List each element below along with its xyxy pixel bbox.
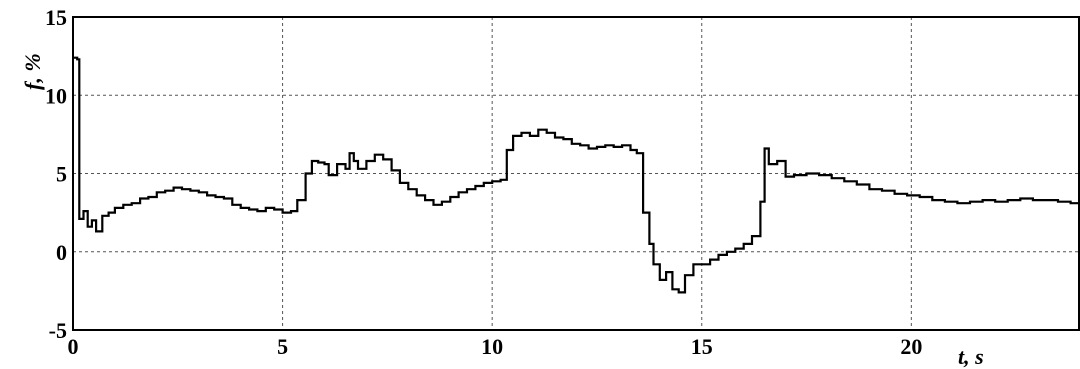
x-tick-label: 0: [68, 334, 79, 359]
plot-frame: [72, 16, 1080, 331]
y-tick-label: 10: [45, 83, 67, 108]
y-tick-label: -5: [49, 318, 67, 343]
x-tick-label: 15: [691, 334, 713, 359]
x-tick-label: 10: [481, 334, 503, 359]
x-tick-label: 20: [900, 334, 922, 359]
grid: [73, 17, 1079, 330]
y-tick-label: 5: [56, 162, 67, 187]
x-tick-label: 5: [277, 334, 288, 359]
x-axis-title: t, s: [958, 344, 984, 369]
y-axis-tick-labels: -5 0 5 10 15: [45, 5, 67, 343]
x-axis-tick-labels: 0 5 10 15 20: [68, 334, 923, 359]
series-layer: [73, 56, 1079, 294]
y-tick-label: 15: [45, 5, 67, 30]
y-tick-label: 0: [56, 240, 67, 265]
series-line: [73, 56, 1079, 294]
y-axis-title: f, %: [20, 53, 45, 90]
